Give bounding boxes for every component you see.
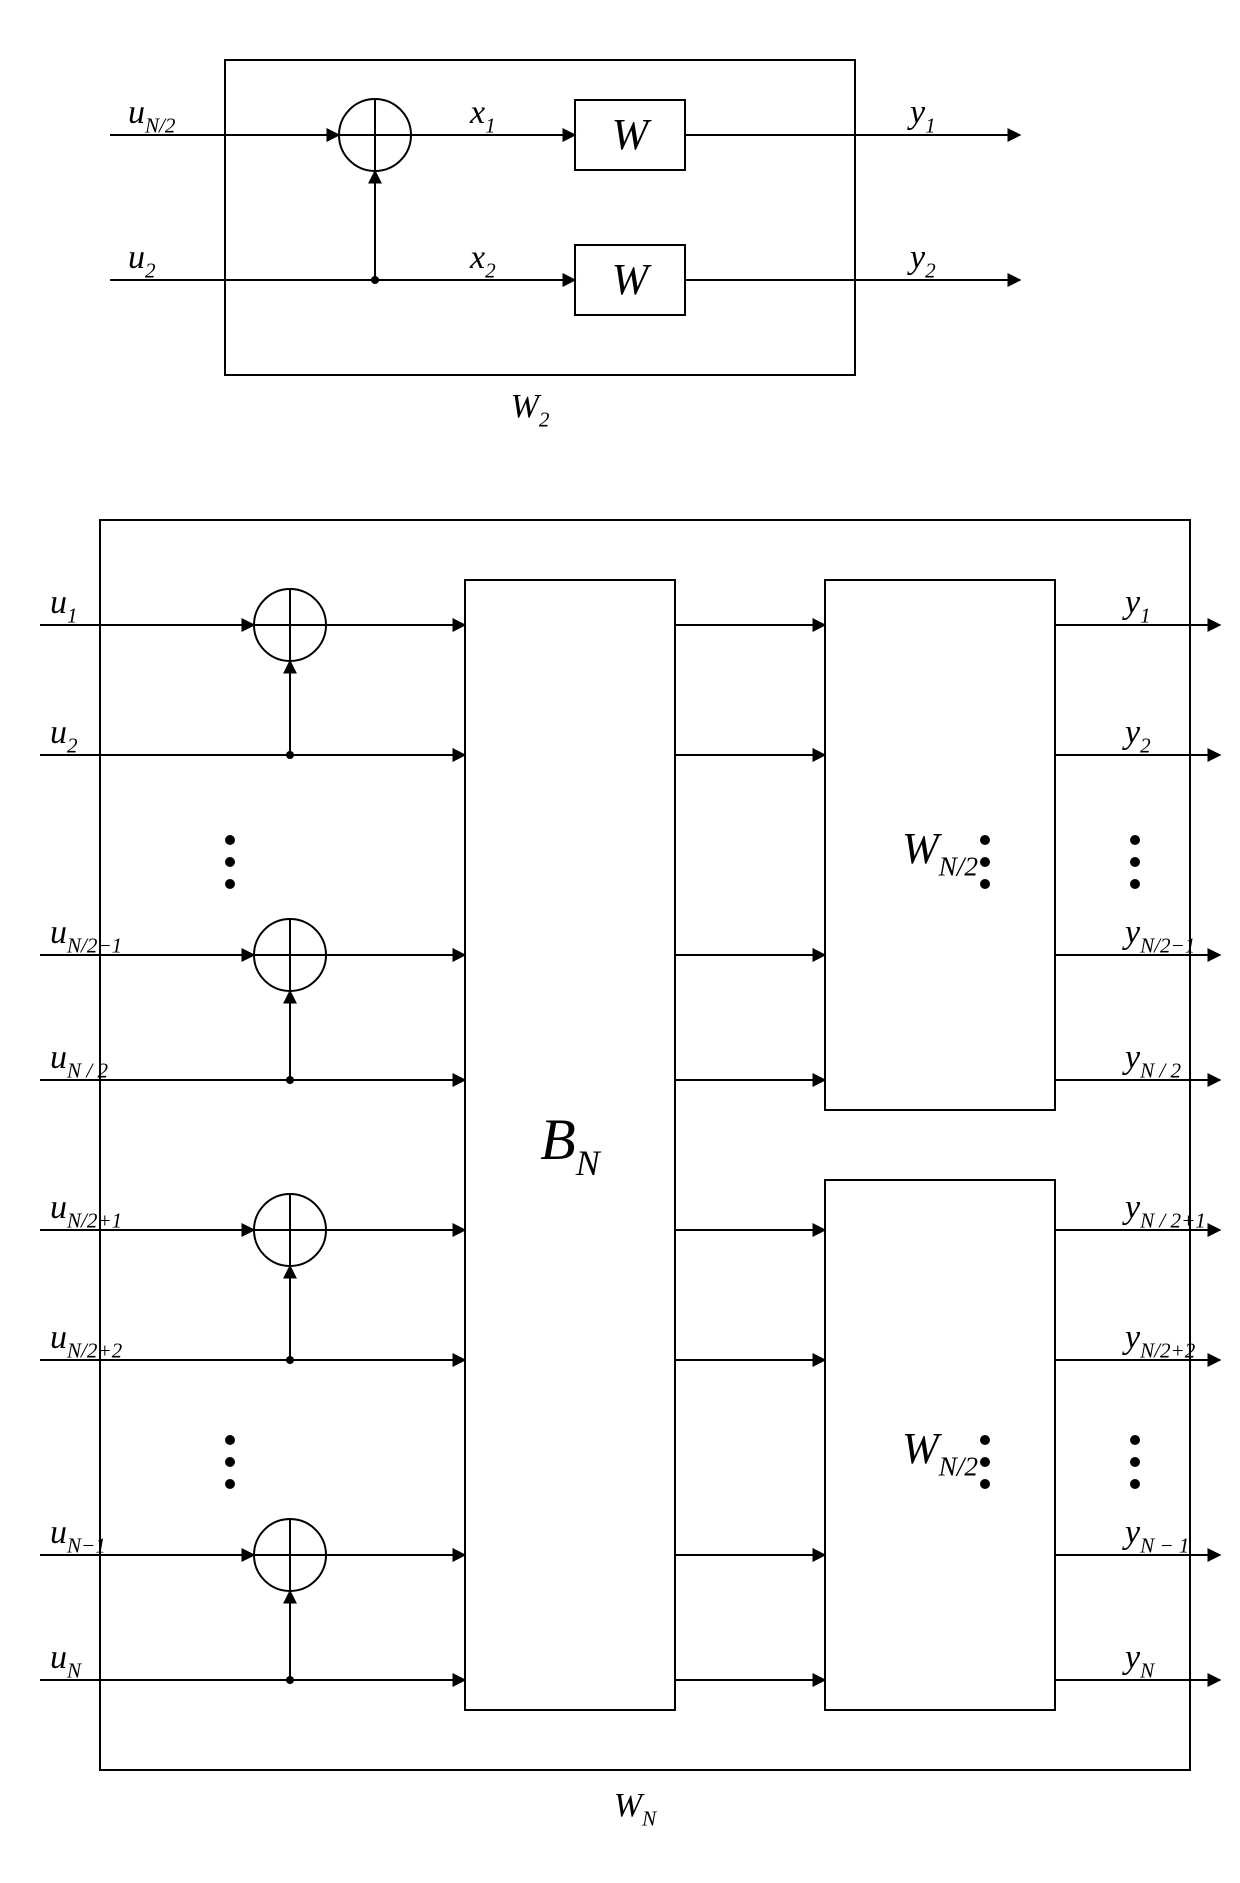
svg-text:yN / 2+1: yN / 2+1 — [1122, 1189, 1206, 1233]
svg-text:yN − 1: yN − 1 — [1122, 1514, 1189, 1558]
svg-text:yN: yN — [1122, 1639, 1156, 1683]
svg-text:yN/2−1: yN/2−1 — [1122, 914, 1195, 958]
svg-text:yN / 2: yN / 2 — [1122, 1039, 1182, 1083]
svg-text:uN−1: uN−1 — [50, 1514, 106, 1558]
svg-text:u1: u1 — [50, 584, 78, 628]
svg-text:uN/2: uN/2 — [128, 94, 176, 138]
svg-text:WN/2: WN/2 — [902, 824, 978, 881]
w2-outer-box — [225, 60, 855, 375]
svg-text:y1: y1 — [1122, 584, 1151, 628]
svg-text:WN: WN — [614, 1787, 658, 1831]
svg-text:y2: y2 — [907, 239, 936, 283]
wn2-box-1 — [825, 1180, 1055, 1710]
svg-text:WN/2: WN/2 — [902, 1424, 978, 1481]
svg-text:uN: uN — [50, 1639, 83, 1683]
wn-outer-box — [100, 520, 1190, 1770]
svg-text:uN/2−1: uN/2−1 — [50, 914, 122, 958]
svg-text:uN/2+2: uN/2+2 — [50, 1319, 123, 1363]
svg-text:W2: W2 — [511, 388, 550, 432]
svg-text:y2: y2 — [1122, 714, 1151, 758]
svg-text:uN/2+1: uN/2+1 — [50, 1189, 122, 1233]
svg-text:W: W — [612, 110, 652, 159]
polar-code-diagram: uN/2 x1 Wy1 u2 x2 Wy2 W2 BN WN/2 WN/2 u1 y1 u2 y2 uN/2… — [20, 20, 1240, 1863]
svg-text:x2: x2 — [469, 239, 496, 283]
svg-text:y1: y1 — [907, 94, 936, 138]
svg-text:yN/2+2: yN/2+2 — [1122, 1319, 1196, 1363]
svg-text:BN: BN — [540, 1107, 601, 1183]
svg-text:x1: x1 — [469, 94, 496, 138]
svg-text:u2: u2 — [50, 714, 78, 758]
svg-text:u2: u2 — [128, 239, 156, 283]
svg-text:W: W — [612, 255, 652, 304]
wn2-box-0 — [825, 580, 1055, 1110]
